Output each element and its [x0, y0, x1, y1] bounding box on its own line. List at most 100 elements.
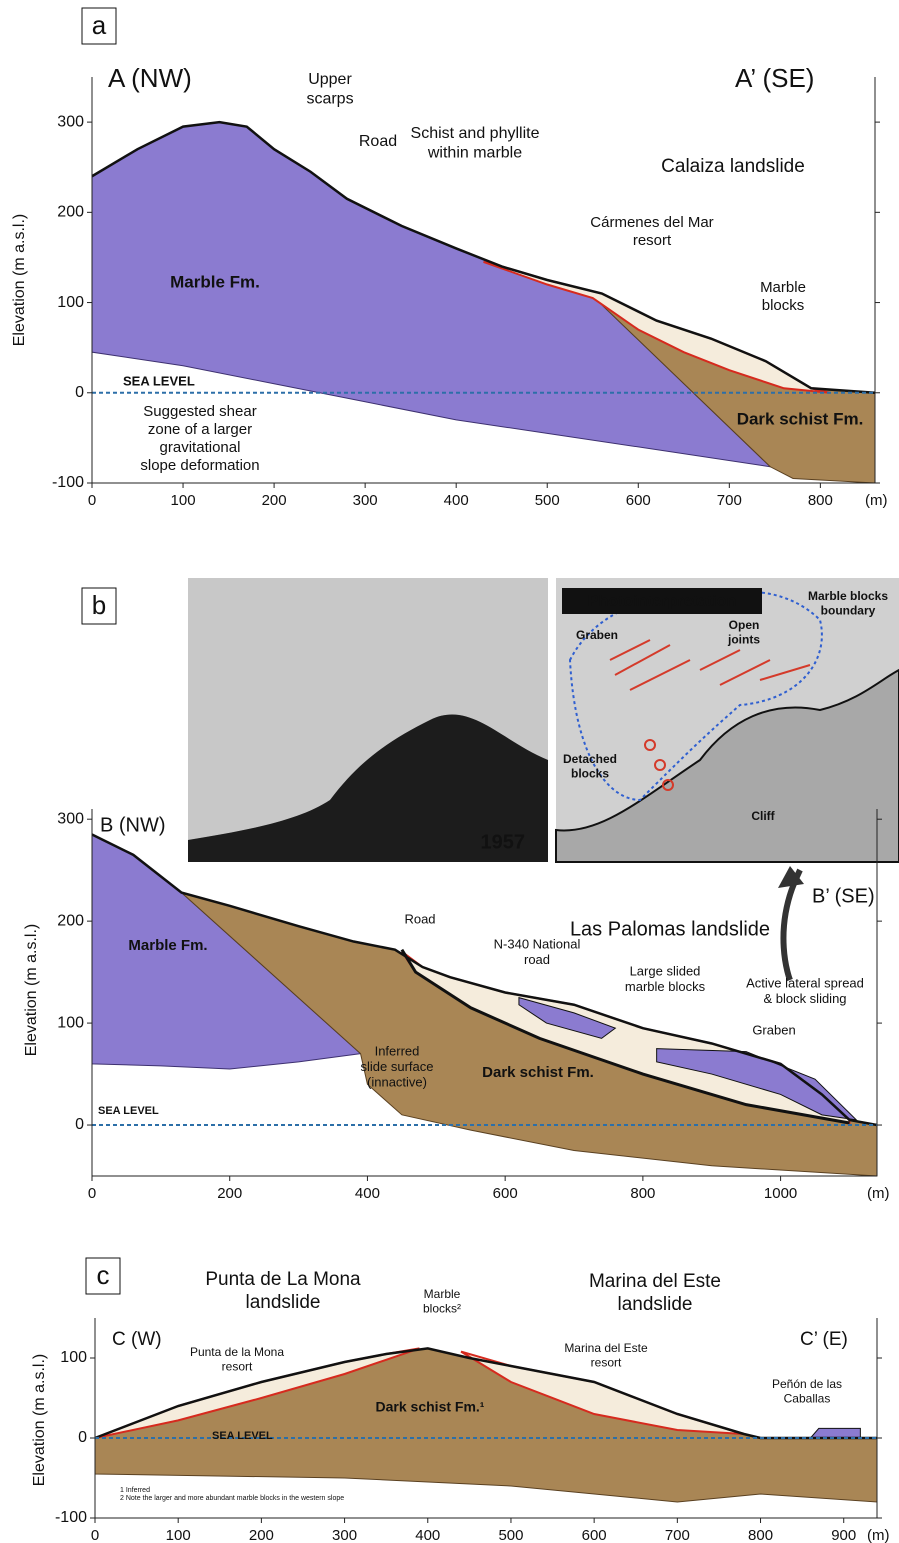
annotation: Peñón de las [772, 1377, 842, 1391]
annotation: marble blocks [625, 979, 706, 994]
x-tick-label: 400 [355, 1185, 380, 1202]
annotation: Caballas [784, 1392, 831, 1406]
annotation: Road [404, 911, 435, 926]
x-tick-label: 600 [582, 1527, 607, 1543]
panel-letter-box [81, 587, 117, 625]
annotation: blocks² [423, 1302, 461, 1316]
annotation: Marble Fm. [170, 272, 260, 291]
annotation: Punta de La Mona [205, 1269, 361, 1290]
callout-arrowhead [778, 866, 804, 888]
x-tick-label: 600 [626, 492, 651, 509]
photo-title-box [562, 588, 762, 614]
y-tick-label: -100 [55, 1509, 87, 1526]
marble-block [809, 1427, 861, 1439]
panel-letter-box [81, 7, 117, 45]
annotation: Road [359, 133, 397, 150]
annotation: Photointerpretation [588, 593, 736, 610]
annotation: slope deformation [140, 457, 259, 474]
annotation: B’ (SE) [812, 885, 875, 907]
annotation: Detached [563, 752, 617, 766]
annotation: 2 Note the larger and more abundant marb… [120, 1495, 344, 1502]
x-tick-label: 300 [332, 1527, 357, 1543]
annotation: slide surface [361, 1059, 434, 1074]
x-tick-label: 0 [91, 1527, 99, 1543]
annotation: resort [591, 1356, 622, 1370]
annotation: & block sliding [763, 991, 846, 1006]
x-tick-label: 800 [808, 492, 833, 509]
y-tick-label: 0 [75, 384, 84, 401]
x-tick-label: 0 [88, 1185, 96, 1202]
annotation: Marble [760, 279, 806, 296]
annotation: gravitational [160, 439, 241, 456]
annotation: blocks [762, 297, 805, 314]
y-tick-label: 0 [78, 1429, 87, 1446]
annotation: resort [633, 232, 672, 249]
x-tick-label: 200 [262, 492, 287, 509]
open-joints [609, 639, 811, 791]
annotation: Dark schist Fm. [737, 409, 864, 428]
annotation: Marina del Este [564, 1341, 648, 1355]
topographic-surface [94, 1347, 877, 1440]
x-tick-label: 400 [444, 492, 469, 509]
annotation: road [524, 952, 550, 967]
topographic-surface [91, 120, 876, 395]
photo-land [188, 578, 548, 840]
x-tick-label: 700 [717, 492, 742, 509]
annotation: N-340 National [494, 936, 581, 951]
annotation: C (W) [112, 1329, 162, 1350]
annotation: SEA LEVEL [123, 373, 195, 388]
y-tick-label: 0 [75, 1116, 84, 1133]
annotation: scarps [306, 90, 353, 107]
x-tick-label: 500 [535, 492, 560, 509]
annotation: 1957 [481, 831, 526, 853]
annotation: Inferred [375, 1043, 420, 1058]
x-tick-label: 200 [217, 1185, 242, 1202]
x-tick-label: 900 [831, 1527, 856, 1543]
x-tick-label: 100 [166, 1527, 191, 1543]
annotation: Open [729, 618, 760, 632]
marble-block [518, 996, 617, 1039]
annotation: Dark schist Fm.¹ [376, 1399, 485, 1415]
annotation: Dark schist Fm. [482, 1064, 594, 1081]
schist-formation [94, 1347, 878, 1503]
annotation: landslide [246, 1292, 321, 1313]
annotation: zone of a larger [148, 421, 252, 438]
annotation: B (NW) [100, 814, 166, 836]
y-tick-label: -100 [52, 474, 84, 491]
topographic-surface [91, 833, 878, 1127]
panel-letter: a [92, 10, 107, 40]
x-tick-label: 600 [493, 1185, 518, 1202]
annotation: SEA LEVEL [212, 1430, 273, 1442]
panel-letter: c [97, 1260, 110, 1290]
annotation: Marble [424, 1287, 461, 1301]
annotation: Upper [308, 71, 352, 88]
annotation: Active lateral spread [746, 975, 864, 990]
y-tick-label: 100 [57, 1014, 84, 1031]
x-tick-label: 800 [748, 1527, 773, 1543]
annotation: blocks [571, 767, 609, 781]
y-axis-title: Elevation (m a.s.l.) [23, 924, 40, 1056]
annotation: SEA LEVEL [98, 1105, 159, 1117]
x-tick-label: 300 [353, 492, 378, 509]
annotation: Las Palomas landslide [570, 918, 770, 940]
x-tick-label: 200 [249, 1527, 274, 1543]
y-tick-label: 100 [57, 294, 84, 311]
x-tick-label: 0 [88, 492, 96, 509]
annotation: Large slided [630, 963, 701, 978]
y-tick-label: 200 [57, 204, 84, 221]
annotation: Punta de la Mona [190, 1345, 284, 1359]
x-tick-label: 800 [630, 1185, 655, 1202]
y-tick-label: 200 [57, 912, 84, 929]
x-unit: (m) [865, 492, 888, 509]
y-tick-label: 100 [60, 1349, 87, 1366]
annotation: landslide [618, 1294, 693, 1315]
x-tick-label: 400 [415, 1527, 440, 1543]
annotation: boundary [821, 604, 876, 618]
x-unit: (m) [867, 1527, 890, 1543]
x-unit: (m) [867, 1185, 890, 1202]
y-tick-label: 300 [57, 113, 84, 130]
callout-arrow [780, 868, 803, 982]
annotation: (innactive) [367, 1075, 427, 1090]
slide-surface [400, 948, 850, 1125]
